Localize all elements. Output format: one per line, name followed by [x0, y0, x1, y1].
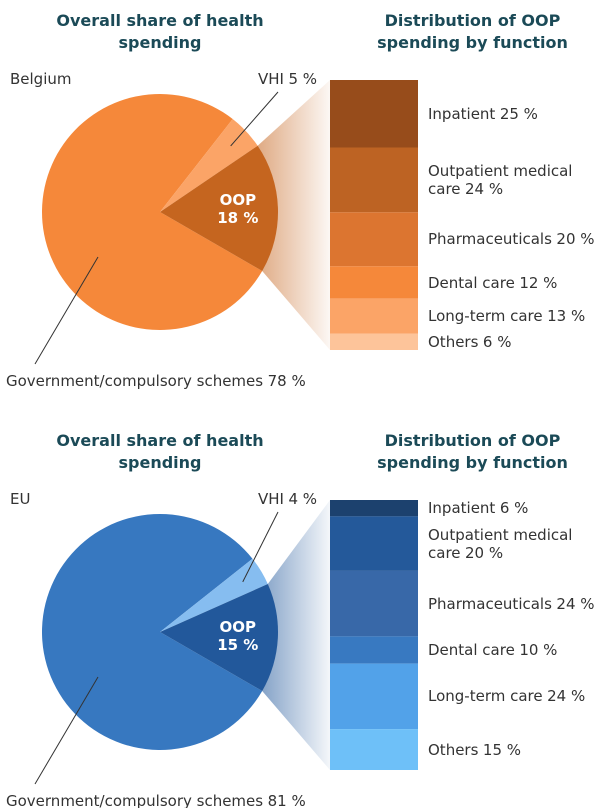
- pie-label: Government/compulsory schemes 78 %: [6, 372, 306, 390]
- pie-label: OOP 18 %: [198, 191, 278, 227]
- country: Belgium: [10, 70, 72, 88]
- pie-title: Overall share of health spending: [30, 10, 290, 54]
- bar-label: Pharmaceuticals 20 %: [428, 230, 610, 248]
- country-label: Belgium: [10, 70, 72, 88]
- bar-segment: [330, 298, 418, 334]
- title-text: Distribution of OOP spending by function: [377, 11, 568, 52]
- value-label: 18 %: [217, 209, 259, 228]
- bar-label: Pharmaceuticals 24 %: [428, 595, 610, 613]
- pie-label: VHI 4 %: [258, 490, 317, 508]
- bar-segment: [330, 212, 418, 267]
- category: Long-term care: [428, 687, 543, 706]
- pie-label: OOP 15 %: [198, 618, 278, 654]
- value-label: 25 %: [499, 104, 538, 123]
- bar-label: Dental care 10 %: [428, 641, 610, 659]
- bar-segment: [330, 147, 418, 213]
- bar-segment: [330, 663, 418, 730]
- leader-line: [34, 256, 99, 365]
- value-label: 6 %: [482, 332, 512, 351]
- bar-label: Dental care 12 %: [428, 274, 610, 292]
- bar-segment: [330, 636, 418, 664]
- pie-slice: [160, 558, 268, 632]
- value-label: 13 %: [547, 307, 586, 326]
- bar-label: Inpatient 25 %: [428, 105, 610, 123]
- value-label: 20 %: [465, 543, 504, 562]
- value-label: 81 %: [267, 792, 306, 808]
- country: EU: [10, 490, 31, 508]
- value-label: 6 %: [499, 499, 529, 518]
- bar-segment: [330, 333, 418, 350]
- category: OOP: [219, 618, 257, 637]
- category: Pharmaceuticals: [428, 230, 552, 249]
- bar-title: Distribution of OOP spending by function: [350, 10, 595, 54]
- category: Pharmaceuticals: [428, 594, 552, 613]
- category: Long-term care: [428, 307, 543, 326]
- bar-segment: [330, 80, 418, 148]
- value-label: 12 %: [519, 273, 558, 292]
- pie-slice: [42, 94, 263, 331]
- bar-label: Long-term care 24 %: [428, 687, 610, 705]
- funnel: [262, 500, 330, 770]
- pie-slice: [160, 145, 278, 271]
- category: Others: [428, 332, 479, 351]
- category: Others: [428, 740, 479, 759]
- bar-label: Others 15 %: [428, 741, 610, 759]
- pie-label: Government/compulsory schemes 81 %: [6, 792, 306, 808]
- value-label: 20 %: [556, 230, 595, 249]
- bar-segment: [330, 266, 418, 299]
- bar-title: Distribution of OOP spending by function: [350, 430, 595, 474]
- title-text: Distribution of OOP spending by function: [377, 431, 568, 472]
- bar-label: Inpatient 6 %: [428, 499, 610, 517]
- value-label: 15 %: [482, 740, 522, 759]
- category: Government/compulsory schemes: [6, 792, 264, 808]
- category: Inpatient: [428, 104, 496, 123]
- value-label: 24 %: [547, 687, 586, 706]
- category: OOP: [219, 191, 257, 210]
- funnel: [257, 80, 330, 350]
- leader-line: [230, 91, 279, 147]
- category: Government/compulsory schemes: [6, 372, 264, 390]
- value-label: 15 %: [217, 636, 259, 655]
- pie-slice: [160, 584, 278, 691]
- pie-label: VHI 5 %: [258, 70, 317, 88]
- value-label: 24 %: [556, 594, 595, 613]
- bar-segment: [330, 570, 418, 637]
- bar-label: Long-term care 13 %: [428, 307, 610, 325]
- category: VHI: [258, 490, 284, 508]
- country-label: EU: [10, 490, 30, 508]
- category: VHI: [258, 70, 284, 88]
- bar-segment: [330, 729, 418, 770]
- pie-slice: [42, 514, 263, 750]
- category: Outpatient medical care: [428, 525, 573, 562]
- value-label: 24 %: [465, 179, 504, 198]
- leader-line: [242, 511, 279, 583]
- value-label: 4 %: [288, 490, 318, 508]
- bar-segment: [330, 500, 418, 517]
- title-text: Overall share of health spending: [56, 11, 264, 52]
- category: Dental care: [428, 641, 515, 659]
- value-label: 78 %: [267, 372, 306, 390]
- leader-line: [34, 676, 99, 785]
- bar-label: Outpatient medical care 20 %: [428, 526, 610, 562]
- bar-label: Others 6 %: [428, 333, 610, 351]
- category: Outpatient medical care: [428, 161, 573, 198]
- bar-segment: [330, 516, 418, 571]
- title-text: Overall share of health spending: [56, 431, 264, 472]
- value-label: 10 %: [519, 641, 558, 659]
- bar-label: Outpatient medical care 24 %: [428, 162, 610, 198]
- category: Dental care: [428, 273, 515, 292]
- pie-title: Overall share of health spending: [30, 430, 290, 474]
- category: Inpatient: [428, 499, 496, 518]
- value-label: 5 %: [288, 70, 318, 88]
